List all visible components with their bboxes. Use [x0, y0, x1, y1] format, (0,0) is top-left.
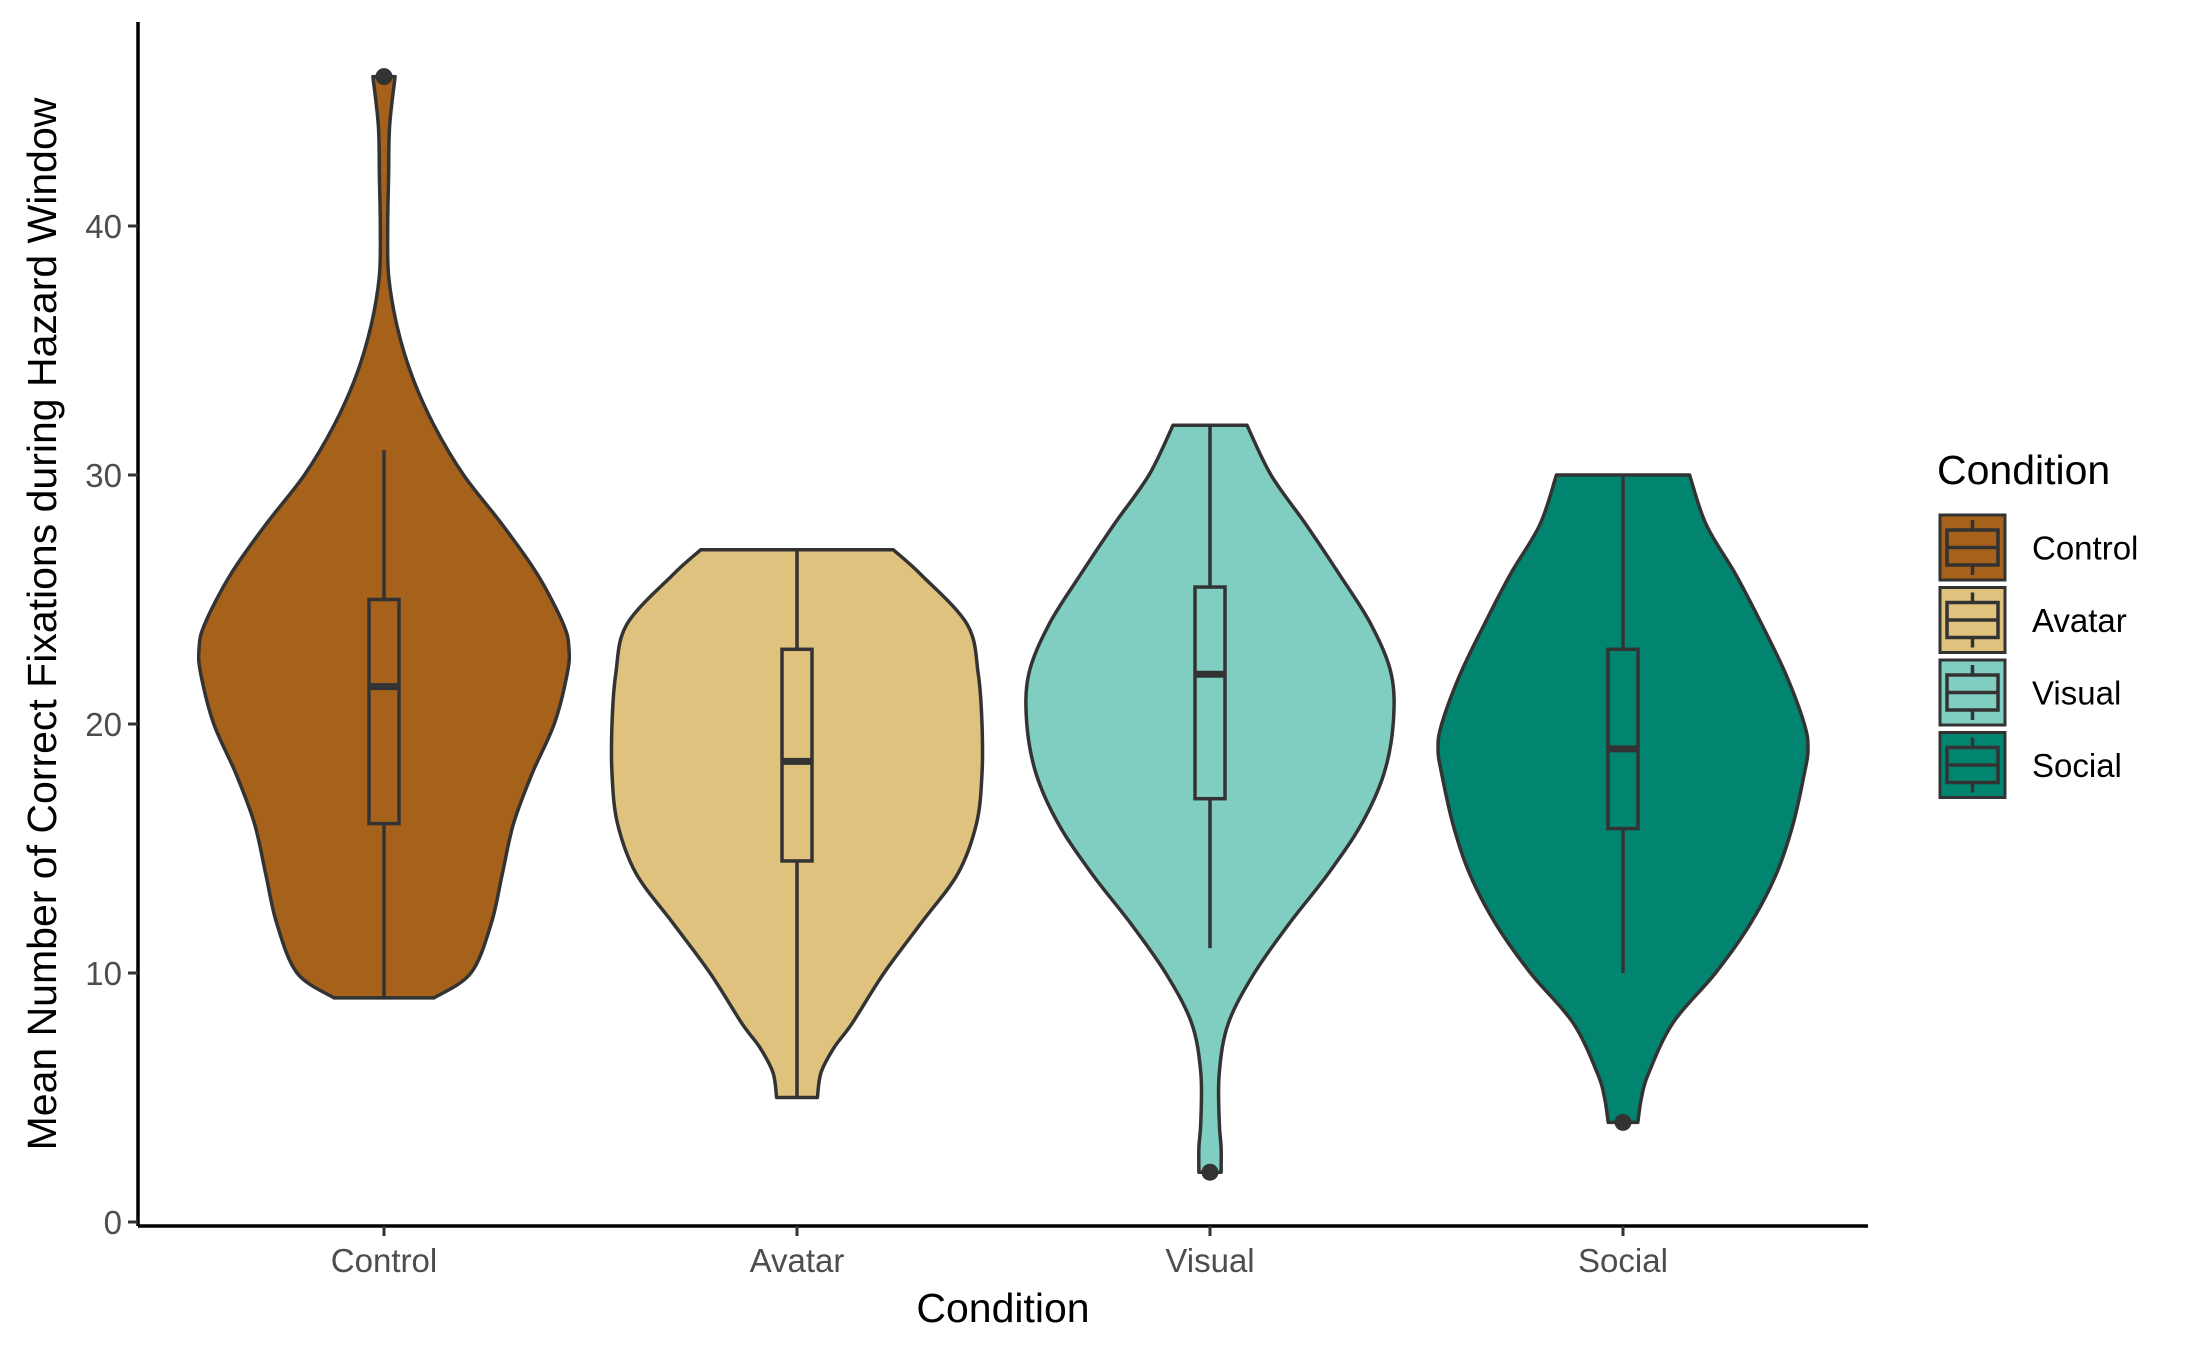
violin-social — [1436, 473, 1810, 1125]
x-tick-label: Social — [1578, 1242, 1668, 1279]
legend: Condition Control Avatar Visual Social — [1937, 447, 2138, 799]
y-tick-label: 40 — [85, 208, 122, 245]
x-tick-label: Control — [331, 1242, 437, 1279]
y-tick-label: 20 — [85, 706, 122, 743]
x-axis-title: Condition — [916, 1285, 1089, 1331]
legend-label: Control — [2032, 530, 2138, 567]
violin-group-social — [1436, 473, 1810, 1131]
outlier-point — [375, 68, 393, 86]
violin-group-control — [196, 68, 572, 1000]
y-tick-label: 10 — [85, 955, 122, 992]
legend-item-visual: Visual — [1938, 658, 2121, 727]
violin-group-avatar — [609, 547, 985, 1100]
boxplot-box — [1606, 647, 1640, 831]
y-axis-title: Mean Number of Correct Fixations during … — [19, 97, 65, 1150]
x-ticks: Control Avatar Visual Social — [331, 1226, 1668, 1279]
legend-label: Social — [2032, 747, 2122, 784]
x-tick-label: Visual — [1165, 1242, 1254, 1279]
legend-item-control: Control — [1938, 513, 2138, 582]
violin-group-visual — [1024, 423, 1396, 1181]
legend-item-avatar: Avatar — [1938, 586, 2127, 654]
violin-avatar — [609, 547, 985, 1100]
y-tick-label: 0 — [104, 1204, 122, 1241]
y-ticks: 0 10 20 30 40 — [85, 208, 138, 1241]
boxplot-box — [780, 647, 814, 863]
outlier-point — [1614, 1113, 1632, 1131]
legend-label: Visual — [2032, 675, 2121, 712]
legend-items: Control Avatar Visual Social — [1938, 513, 2138, 799]
y-tick-label: 30 — [85, 457, 122, 494]
outlier-point — [1201, 1163, 1219, 1181]
x-tick-label: Avatar — [750, 1242, 845, 1279]
axes: 0 10 20 30 40 Control Avatar Visual Social — [85, 22, 1868, 1279]
legend-title: Condition — [1937, 447, 2110, 493]
legend-label: Avatar — [2032, 602, 2127, 639]
violin-layer — [196, 68, 1810, 1181]
legend-item-social: Social — [1938, 731, 2122, 799]
boxplot-box — [367, 597, 401, 826]
boxplot-box — [1193, 585, 1227, 801]
